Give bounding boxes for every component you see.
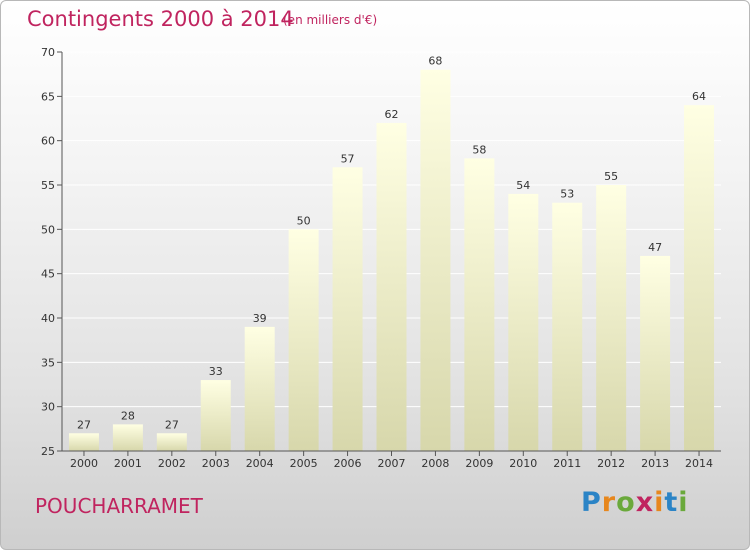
bar-2011 (552, 202, 583, 451)
bar-2008 (420, 69, 451, 451)
axes (57, 51, 721, 456)
y-tick-label: 50 (41, 223, 55, 236)
data-label-2001: 28 (121, 409, 135, 422)
bar-2002 (156, 433, 187, 451)
x-tick-label-2002: 2002 (158, 457, 186, 470)
data-label-2011: 53 (560, 188, 574, 201)
data-label-2014: 64 (692, 90, 706, 103)
y-tick-label: 25 (41, 445, 55, 458)
chart-title: Contingents 2000 à 2014 (27, 7, 294, 31)
x-tick-label-2010: 2010 (509, 457, 537, 470)
data-label-2009: 58 (472, 143, 486, 156)
x-tick-label-2009: 2009 (465, 457, 493, 470)
proxiti-logo: Proxiti (581, 487, 689, 518)
x-tick-label-2007: 2007 (378, 457, 406, 470)
commune-name: POUCHARRAMET (35, 494, 203, 518)
bar-2014 (684, 105, 715, 451)
bar-2012 (596, 185, 627, 451)
y-tick-label: 70 (41, 46, 55, 59)
data-label-2007: 62 (385, 108, 399, 121)
bar-2003 (200, 380, 231, 451)
y-tick-label: 40 (41, 312, 55, 325)
chart-subtitle: (en milliers d'€) (283, 13, 378, 27)
y-tick-label: 65 (41, 90, 55, 103)
bar-2009 (464, 158, 495, 451)
bar-2010 (508, 193, 539, 451)
data-label-2005: 50 (297, 214, 311, 227)
bar-2013 (640, 255, 671, 451)
x-tick-label-2005: 2005 (290, 457, 318, 470)
bars (68, 69, 715, 451)
x-tick-label-2014: 2014 (685, 457, 713, 470)
data-label-2010: 54 (516, 179, 530, 192)
x-tick-label-2004: 2004 (246, 457, 274, 470)
data-label-2004: 39 (253, 312, 267, 325)
bar-2006 (332, 167, 363, 451)
data-label-2013: 47 (648, 241, 662, 254)
x-tick-label-2000: 2000 (70, 457, 98, 470)
x-tick-label-2003: 2003 (202, 457, 230, 470)
y-tick-label: 35 (41, 356, 55, 369)
bar-2004 (244, 326, 275, 451)
data-label-2012: 55 (604, 170, 618, 183)
data-label-2006: 57 (341, 152, 355, 165)
data-label-2003: 33 (209, 365, 223, 378)
x-tick-label-2001: 2001 (114, 457, 142, 470)
labels: 25 30 35 40 45 50 55 60 65 70 27 2000 28 2001 27 2002 33… (41, 46, 713, 470)
data-label-2002: 27 (165, 418, 179, 431)
x-tick-label-2012: 2012 (597, 457, 625, 470)
y-tick-label: 55 (41, 179, 55, 192)
data-label-2008: 68 (428, 55, 442, 68)
y-tick-label: 30 (41, 401, 55, 414)
data-label-2000: 27 (77, 418, 91, 431)
x-tick-label-2008: 2008 (421, 457, 449, 470)
y-tick-label: 60 (41, 135, 55, 148)
bar-2000 (68, 433, 99, 451)
x-tick-label-2011: 2011 (553, 457, 581, 470)
bar-2005 (288, 229, 319, 451)
x-tick-label-2006: 2006 (334, 457, 362, 470)
bar-2007 (376, 122, 407, 451)
bar-2001 (112, 424, 143, 451)
x-tick-label-2013: 2013 (641, 457, 669, 470)
y-tick-label: 45 (41, 268, 55, 281)
